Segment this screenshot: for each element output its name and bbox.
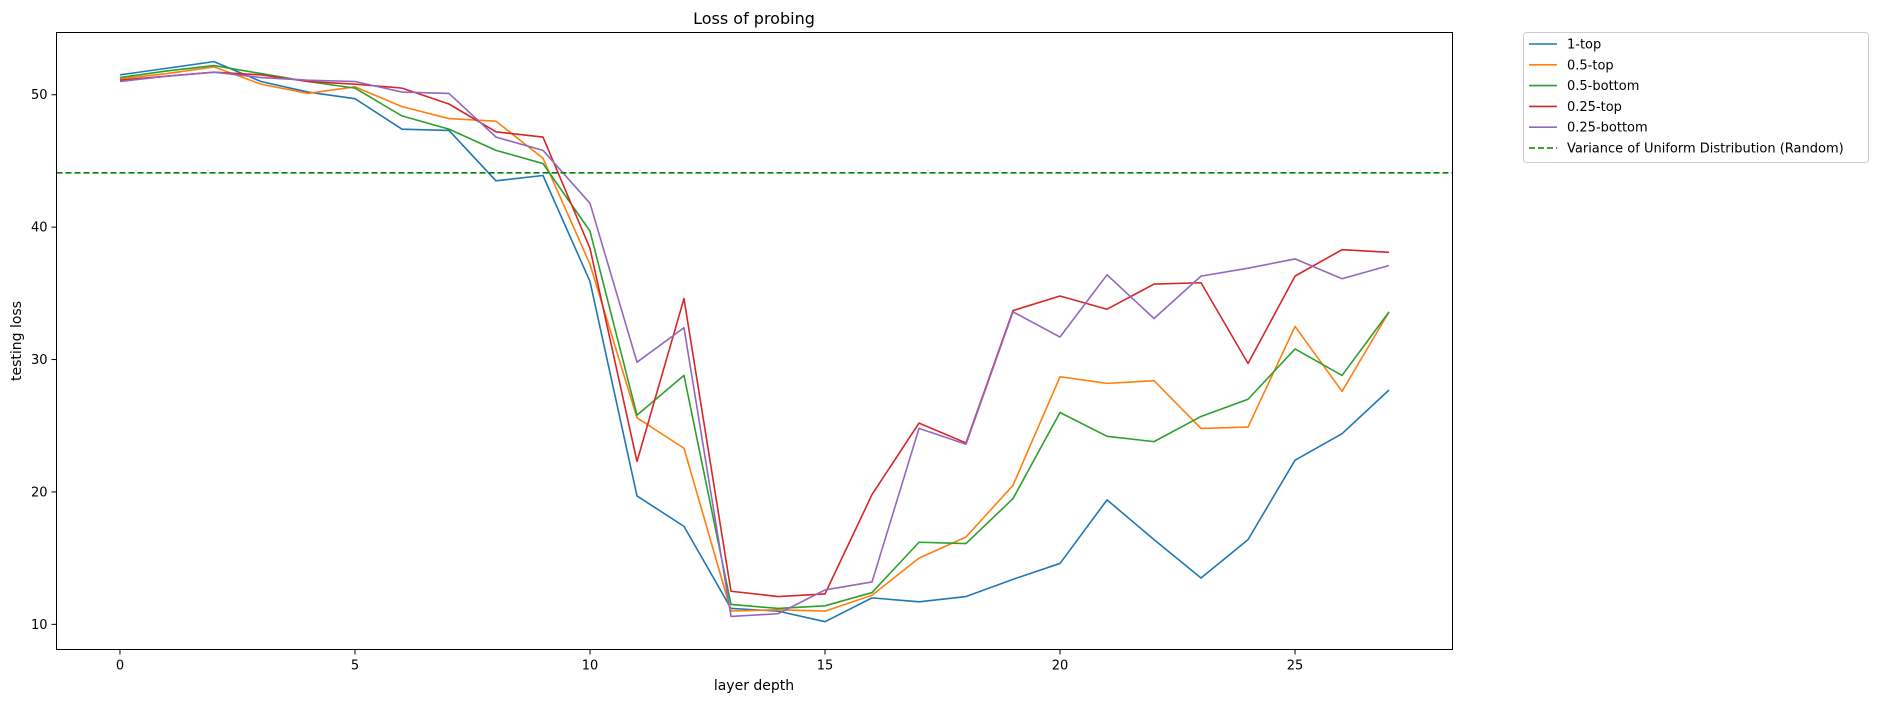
series-line-0-5-bottom xyxy=(119,64,1390,610)
x-tick-label: 10 xyxy=(582,659,599,674)
series-line-1-top xyxy=(119,60,1390,623)
y-tick-label: 20 xyxy=(31,485,48,500)
y-tick-label: 30 xyxy=(31,353,48,368)
legend-items: 1-top 0.5-top 0.5-bottom 0.25-top 0.25-botto… xyxy=(1529,38,1844,157)
y-tick-label: 10 xyxy=(31,618,48,633)
y-tick-label: 50 xyxy=(31,88,48,103)
y-axis-label: testing loss xyxy=(9,301,25,381)
x-tick-label: 5 xyxy=(351,659,359,674)
series-line-0-25-top xyxy=(119,71,1390,598)
x-tick-label: 20 xyxy=(1052,659,1069,674)
x-tick-label: 0 xyxy=(116,659,124,674)
legend-label-variance-of-uniform-distribution-random: Variance of Uniform Distribution (Random… xyxy=(1567,142,1844,157)
legend-label-0-25-bottom: 0.25-bottom xyxy=(1567,121,1648,136)
series-line-0-5-top xyxy=(119,66,1390,612)
x-tick-label: 15 xyxy=(817,659,834,674)
plot-area xyxy=(56,60,1453,623)
chart-title: Loss of probing xyxy=(693,9,815,28)
x-tick-label: 25 xyxy=(1287,659,1304,674)
legend-label-0-5-top: 0.5-top xyxy=(1567,58,1614,73)
legend-label-0-25-top: 0.25-top xyxy=(1567,100,1622,115)
axes-frame xyxy=(56,32,1453,650)
legend-frame xyxy=(1523,32,1869,163)
y-tick-label: 40 xyxy=(31,221,48,236)
legend-label-1-top: 1-top xyxy=(1567,38,1601,53)
x-axis-ticks: 0 5 10 15 20 25 xyxy=(116,649,1304,674)
legend-label-0-5-bottom: 0.5-bottom xyxy=(1567,79,1639,94)
x-axis-label: layer depth xyxy=(714,678,794,694)
series-line-0-25-bottom xyxy=(119,71,1390,618)
legend: 1-top 0.5-top 0.5-bottom 0.25-top 0.25-botto… xyxy=(1523,32,1869,163)
y-axis-ticks: 10 20 30 40 50 xyxy=(31,88,57,633)
